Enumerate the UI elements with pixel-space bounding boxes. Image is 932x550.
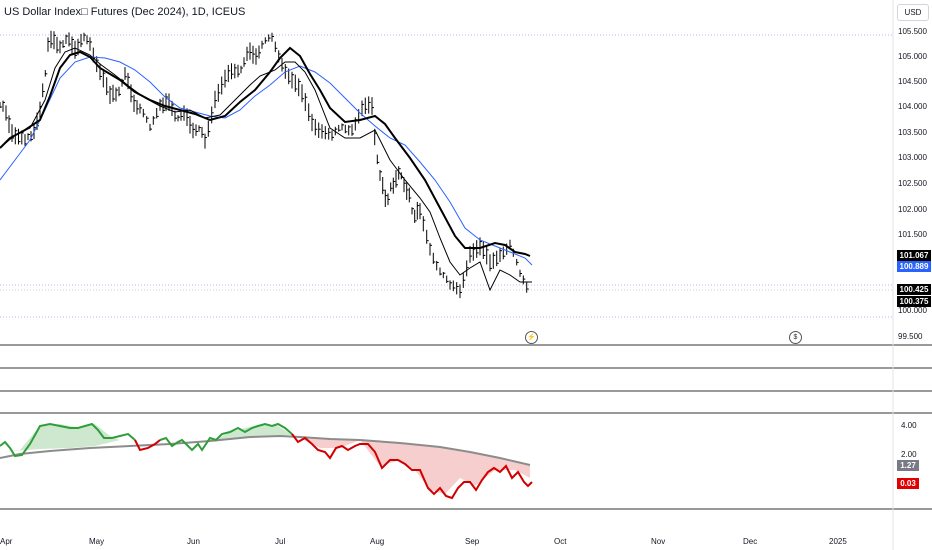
- currency-button[interactable]: USD: [897, 4, 929, 21]
- price-axis-label: 101.500: [898, 230, 927, 239]
- indicator-line-up: [0, 422, 136, 458]
- chart-title: US Dollar Index□ Futures (Dec 2024), 1D,…: [4, 6, 246, 18]
- ma-fast-line: [0, 47, 532, 292]
- price-tag-ma-slow: 100.889: [897, 261, 931, 272]
- indicator-axis-label: 4.00: [901, 421, 917, 430]
- price-tag-close: 100.375: [897, 296, 931, 307]
- ma-bold-line: [0, 46, 531, 257]
- indicator-line-down-2: [291, 433, 533, 500]
- time-axis-label: Apr: [0, 537, 13, 546]
- lightning-icon[interactable]: ⚡: [525, 331, 538, 344]
- price-axis-label: 104.000: [898, 102, 927, 111]
- price-axis-label: 104.500: [898, 77, 927, 86]
- time-axis-label: Sep: [465, 537, 480, 546]
- time-axis-label: Dec: [743, 537, 758, 546]
- indicator-fill-up: [0, 424, 135, 452]
- indicator-baseline: [0, 434, 531, 466]
- dividend-icon[interactable]: $: [789, 331, 802, 344]
- ma-slow-line: [0, 56, 533, 266]
- price-axis-label: 105.000: [898, 52, 927, 61]
- indicator-tag-baseline: 1.27: [897, 460, 919, 471]
- indicator-tag-value: 0.03: [897, 478, 919, 489]
- indicator-fill-down: [300, 438, 530, 494]
- time-axis-label: Jul: [275, 537, 286, 546]
- time-axis-label: May: [89, 537, 105, 546]
- time-axis-label: Nov: [651, 537, 666, 546]
- price-axis-label: 102.500: [898, 179, 927, 188]
- time-axis-label: 2025: [829, 537, 847, 546]
- price-tag-ma-fast: 101.067: [897, 250, 931, 261]
- price-axis-label: 100.000: [898, 306, 927, 315]
- indicator-axis-label: 2.00: [901, 450, 917, 459]
- time-axis-label: Oct: [554, 537, 567, 546]
- price-axis-label: 103.000: [898, 153, 927, 162]
- price-bars: [0, 30, 529, 299]
- indicator-line-down: [134, 439, 161, 452]
- price-axis-label: 102.000: [898, 205, 927, 214]
- indicator-fill-up-2: [215, 424, 292, 440]
- price-tag-last: 100.425: [897, 284, 931, 295]
- price-axis-label: 105.500: [898, 27, 927, 36]
- time-axis-label: Aug: [370, 537, 385, 546]
- price-axis-label: 103.500: [898, 128, 927, 137]
- time-axis-label: Jun: [187, 537, 200, 546]
- indicator-line-up-2: [159, 422, 293, 452]
- price-axis-label: 99.500: [898, 332, 923, 341]
